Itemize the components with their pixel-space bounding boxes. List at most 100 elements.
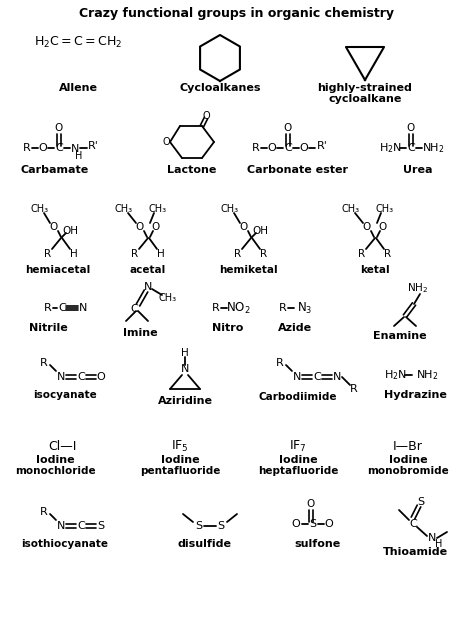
Text: N: N — [293, 372, 301, 382]
Text: R: R — [252, 143, 260, 153]
Text: hemiacetal: hemiacetal — [26, 265, 91, 275]
Text: N: N — [428, 533, 436, 543]
Text: CH₃: CH₃ — [31, 204, 49, 214]
Text: O: O — [152, 222, 160, 232]
Text: disulfide: disulfide — [178, 539, 232, 549]
Text: H: H — [157, 249, 165, 259]
Text: Iodine: Iodine — [279, 455, 317, 465]
Text: cycloalkane: cycloalkane — [328, 94, 401, 104]
Text: O: O — [268, 143, 276, 153]
Text: O: O — [292, 519, 301, 529]
Text: NO$_2$: NO$_2$ — [226, 300, 250, 315]
Text: O: O — [136, 222, 144, 232]
Text: S: S — [218, 521, 225, 531]
Text: H$_2$N: H$_2$N — [383, 368, 407, 382]
Text: Allene: Allene — [58, 83, 98, 93]
Text: monobromide: monobromide — [367, 466, 449, 476]
Text: Cycloalkanes: Cycloalkanes — [179, 83, 261, 93]
Text: isocyanate: isocyanate — [33, 390, 97, 400]
Text: Crazy functional groups in organic chemistry: Crazy functional groups in organic chemi… — [80, 8, 394, 20]
Text: Carbonate ester: Carbonate ester — [247, 165, 348, 175]
Text: C: C — [130, 304, 138, 314]
Text: R: R — [23, 143, 31, 153]
Text: CH₃: CH₃ — [149, 204, 167, 214]
Text: S: S — [195, 521, 202, 531]
Text: O: O — [284, 123, 292, 133]
Text: Iodine: Iodine — [389, 455, 428, 465]
Text: C: C — [77, 372, 85, 382]
Text: sulfone: sulfone — [295, 539, 341, 549]
Text: acetal: acetal — [130, 265, 166, 275]
Text: heptafluoride: heptafluoride — [258, 466, 338, 476]
Text: R: R — [45, 249, 52, 259]
Text: N: N — [57, 372, 65, 382]
Text: O: O — [97, 372, 105, 382]
Text: R: R — [212, 303, 220, 313]
Text: O: O — [162, 137, 170, 147]
Text: O: O — [202, 111, 210, 121]
Text: H$_2$C$=$C$=$CH$_2$: H$_2$C$=$C$=$CH$_2$ — [34, 35, 122, 49]
Text: O: O — [50, 222, 58, 232]
Text: Iodine: Iodine — [36, 455, 74, 465]
Text: C: C — [409, 519, 417, 529]
Text: Lactone: Lactone — [167, 165, 217, 175]
Text: S: S — [310, 519, 317, 529]
Text: R: R — [358, 249, 365, 259]
Text: hemiketal: hemiketal — [219, 265, 277, 275]
Text: C: C — [407, 143, 415, 153]
Text: S: S — [98, 521, 105, 531]
Text: IF$_5$: IF$_5$ — [171, 439, 189, 454]
Text: Urea: Urea — [403, 165, 433, 175]
Text: OH: OH — [252, 226, 268, 236]
Text: C: C — [55, 143, 63, 153]
Text: pentafluoride: pentafluoride — [140, 466, 220, 476]
Text: C: C — [77, 521, 85, 531]
Text: O: O — [379, 222, 387, 232]
Text: O: O — [300, 143, 309, 153]
Text: R: R — [384, 249, 392, 259]
Text: CH₃: CH₃ — [115, 204, 133, 214]
Text: R: R — [276, 358, 284, 368]
Text: Nitrile: Nitrile — [28, 323, 67, 333]
Text: N: N — [57, 521, 65, 531]
Text: S: S — [418, 497, 425, 507]
Text: CH₃: CH₃ — [159, 293, 177, 303]
Text: O: O — [55, 123, 63, 133]
Text: H: H — [70, 249, 78, 259]
Text: R': R' — [88, 141, 99, 151]
Text: N: N — [333, 372, 341, 382]
Text: NH$_2$: NH$_2$ — [416, 368, 438, 382]
Text: R: R — [260, 249, 267, 259]
Text: O: O — [240, 222, 248, 232]
Text: N: N — [181, 364, 189, 374]
Text: O: O — [407, 123, 415, 133]
Text: Cl—I: Cl—I — [48, 439, 76, 453]
Text: N: N — [144, 282, 152, 292]
Text: Iodine: Iodine — [161, 455, 199, 465]
Text: Aziridine: Aziridine — [157, 396, 212, 406]
Text: CH₃: CH₃ — [342, 204, 360, 214]
Text: Carbodiimide: Carbodiimide — [259, 392, 337, 402]
Text: monochloride: monochloride — [15, 466, 95, 476]
Text: Imine: Imine — [123, 328, 157, 338]
Text: R: R — [40, 507, 48, 517]
Text: H$_2$N: H$_2$N — [379, 141, 401, 155]
Text: O: O — [38, 143, 47, 153]
Text: Enamine: Enamine — [373, 331, 427, 341]
Text: R': R' — [317, 141, 328, 151]
Text: O: O — [307, 499, 315, 509]
Text: R: R — [40, 358, 48, 368]
Text: N: N — [79, 303, 87, 313]
Text: R: R — [131, 249, 138, 259]
Text: R: R — [350, 384, 358, 394]
Text: CH₃: CH₃ — [221, 204, 239, 214]
Text: N: N — [71, 144, 79, 154]
Text: H: H — [435, 539, 443, 549]
Text: Nitro: Nitro — [212, 323, 244, 333]
Text: O: O — [325, 519, 333, 529]
Text: CH₃: CH₃ — [376, 204, 394, 214]
Text: H: H — [181, 348, 189, 358]
Text: isothiocyanate: isothiocyanate — [21, 539, 109, 549]
Text: R: R — [235, 249, 242, 259]
Text: IF$_7$: IF$_7$ — [289, 439, 307, 454]
